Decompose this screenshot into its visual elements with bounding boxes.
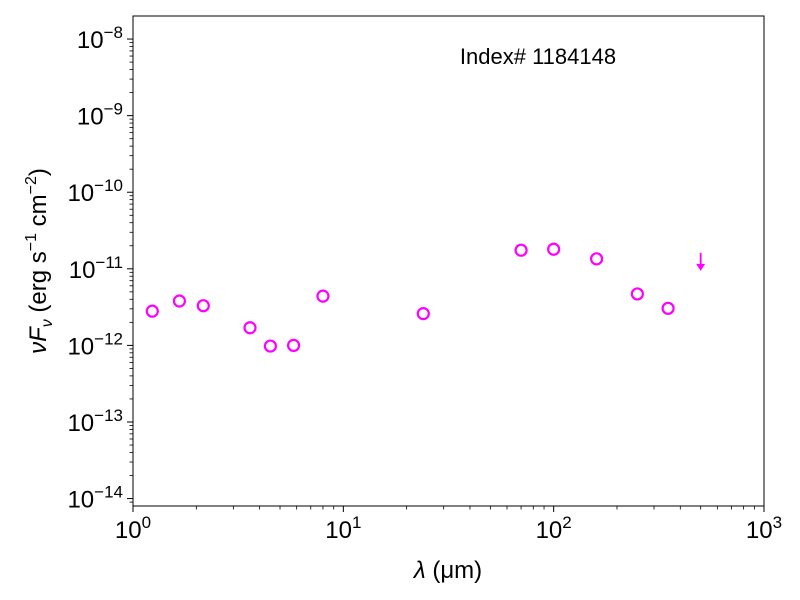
data-point bbox=[416, 307, 430, 321]
plot-frame bbox=[132, 15, 765, 507]
x-tick-label: 103 bbox=[746, 513, 782, 544]
y-axis-label-close: ) bbox=[25, 168, 52, 176]
upper-limit-arrow bbox=[696, 252, 706, 271]
y-tick-label: 10−13 bbox=[67, 406, 123, 437]
data-point bbox=[630, 287, 644, 301]
data-point bbox=[172, 294, 187, 308]
y-tick-label: 10−8 bbox=[77, 23, 123, 54]
y-tick-label-base: 10 bbox=[69, 257, 96, 284]
x-tick-label-exp: 3 bbox=[773, 513, 782, 532]
y-tick-label-exp: −14 bbox=[94, 483, 123, 502]
data-point bbox=[243, 321, 257, 335]
y-tick-label-base: 10 bbox=[67, 180, 94, 207]
y-tick-label-base: 10 bbox=[77, 104, 104, 131]
x-tick-label-exp: 1 bbox=[352, 513, 361, 532]
y-axis-label-exp2: −2 bbox=[23, 176, 40, 194]
y-tick-label-exp: −12 bbox=[94, 329, 123, 348]
y-axis-label-exp1: −1 bbox=[23, 233, 40, 251]
x-tick-label: 100 bbox=[115, 513, 151, 544]
data-point bbox=[196, 299, 210, 313]
y-axis-label-units-a: (erg s bbox=[25, 251, 52, 319]
y-tick-label-base: 10 bbox=[67, 410, 94, 437]
y-tick-label-exp: −11 bbox=[95, 253, 123, 272]
y-tick-label-base: 10 bbox=[67, 333, 94, 360]
y-tick-label-exp: −10 bbox=[94, 176, 123, 195]
data-point bbox=[661, 301, 675, 315]
axis-ticks: 100 101 102 10310−1410−1310−1210−1110−1010−… bbox=[67, 23, 782, 544]
x-tick-label: 102 bbox=[536, 513, 572, 544]
data-point bbox=[547, 242, 561, 256]
y-tick-label: 10−9 bbox=[77, 100, 123, 131]
chart-annotation: Index# 1184148 bbox=[460, 44, 616, 69]
y-axis-label-subscript: ν bbox=[39, 319, 56, 327]
data-point bbox=[316, 289, 330, 303]
y-tick-label: 10−10 bbox=[67, 176, 123, 207]
y-tick-label-base: 10 bbox=[67, 487, 94, 514]
x-tick-label-base: 10 bbox=[746, 517, 773, 544]
y-tick-label-exp: −13 bbox=[94, 406, 123, 425]
x-axis-label: λ (μm) bbox=[412, 557, 482, 584]
y-tick-label: 10−11 bbox=[69, 253, 123, 284]
data-point bbox=[263, 339, 277, 353]
data-point bbox=[589, 252, 604, 266]
y-tick-label-base: 10 bbox=[77, 27, 104, 54]
data-point bbox=[514, 243, 528, 257]
data-point bbox=[145, 304, 159, 318]
x-tick-label-base: 10 bbox=[325, 517, 352, 544]
x-tick-label-base: 10 bbox=[536, 517, 563, 544]
y-tick-label: 10−12 bbox=[67, 329, 123, 360]
x-tick-label-exp: 2 bbox=[562, 513, 571, 532]
data-point bbox=[286, 338, 301, 353]
y-tick-label-exp: −8 bbox=[104, 23, 123, 42]
y-axis-label-symbol: νF bbox=[25, 326, 52, 354]
y-tick-label-exp: −9 bbox=[104, 100, 123, 119]
data-marks bbox=[145, 242, 706, 353]
y-axis-label: νFν (erg s−1 cm−2) bbox=[23, 168, 56, 354]
x-tick-label-exp: 0 bbox=[142, 513, 151, 532]
x-axis-label-units: (μm) bbox=[426, 557, 482, 584]
y-tick-label: 10−14 bbox=[67, 483, 123, 514]
x-axis-label-symbol: λ bbox=[412, 557, 426, 584]
x-tick-label-base: 10 bbox=[115, 517, 142, 544]
upper-limit-head bbox=[696, 263, 706, 271]
y-axis-label-units-b: cm bbox=[25, 194, 52, 233]
x-tick-label: 101 bbox=[325, 513, 361, 544]
